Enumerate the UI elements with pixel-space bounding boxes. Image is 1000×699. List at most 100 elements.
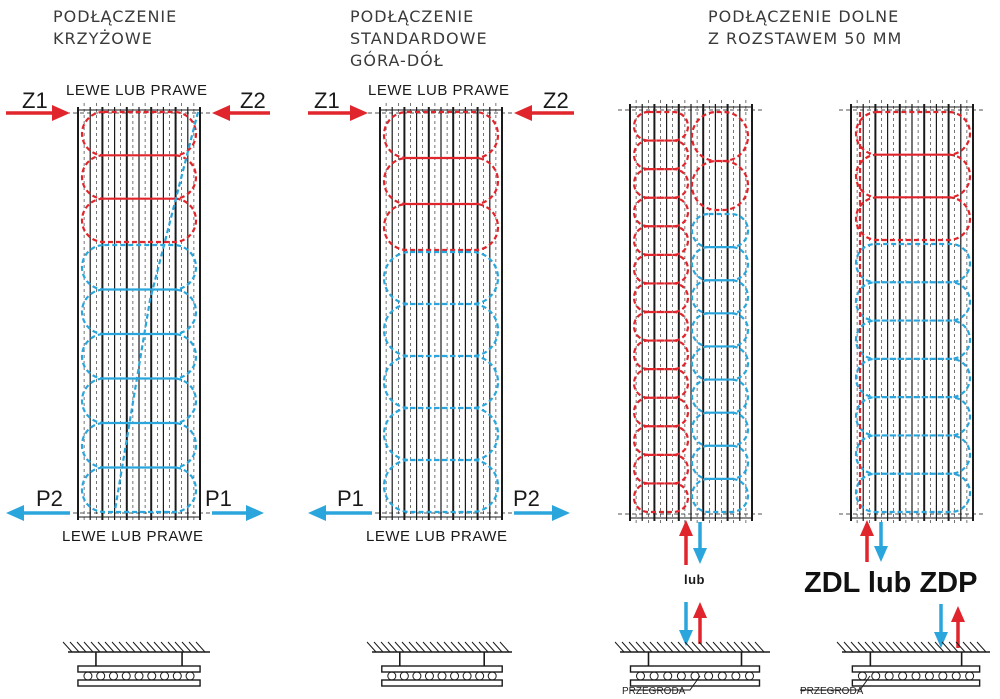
tube-section [96,671,106,681]
wall-hatch [740,641,751,653]
wall-section-1 [62,641,210,687]
wall-hatch [485,641,496,653]
wall-hatch [408,641,419,653]
panel3-return-flow [690,212,750,514]
tube-section [185,671,195,681]
wall-hatch [153,641,164,653]
radiator-4 [839,100,985,524]
wall-hatch [927,641,938,653]
tube-section [745,671,754,681]
panel1-z2-label: Z2 [240,88,266,113]
wall-hatch [857,641,868,653]
wall-section-4 [836,641,990,687]
tube-section [690,671,700,681]
radiator-1 [66,103,212,523]
panel1-bottom-label: LEWE LUB PRAWE [62,528,204,545]
panel2-supply-flow [382,110,500,252]
tube-section [938,671,948,681]
wall-hatch [76,641,87,653]
panel4-arrows [860,520,965,648]
panel3-supply-flow-left [632,110,690,514]
wall-hatch [976,641,987,653]
wall-hatch [104,641,115,653]
header-bar [77,665,201,673]
wall-hatch [934,641,945,653]
title-cross: PODŁĄCZENIE KRZYŻOWE [53,7,178,48]
radiator-3 [618,100,764,524]
wall-hatch [885,641,896,653]
wall-hatch [387,641,398,653]
panel3-or-label: lub [684,572,705,587]
wall-hatch [83,641,94,653]
header-bar [77,679,201,687]
panel4-zdl-zdp-label: ZDL lub ZDP [804,567,978,599]
wall-hatch [394,641,405,653]
tube-section [108,671,118,681]
wall-hatch [962,641,973,653]
tube-section [134,671,144,681]
wall-hatch [726,641,737,653]
tube-section [898,671,908,681]
wall-hatch [913,641,924,653]
wall-hatch [649,641,660,653]
tube-section [663,671,673,681]
tube-section [475,671,485,681]
tube-section [83,671,93,681]
panel2-z2-label: Z2 [543,88,569,113]
wall-hatch [380,641,391,653]
wall-section-3 [614,641,770,687]
header-bar [381,665,503,673]
wall-hatch [656,641,667,653]
tube-section [462,671,472,681]
panel2-top-label: LEWE LUB PRAWE [368,82,510,99]
wall-hatch [118,641,129,653]
tube-section [172,671,182,681]
tube-section [147,671,157,681]
wall-hatch [443,641,454,653]
wall-hatch [705,641,716,653]
flow-paths [80,110,972,514]
panel1-p2-label: P2 [36,486,63,511]
partition-pointer [630,675,701,691]
header-bar [851,679,981,687]
wall-hatch [146,641,157,653]
wall-hatch [478,641,489,653]
radiator-2 [368,103,514,523]
wall-hatch [754,641,765,653]
wall-hatch [450,641,461,653]
wall-hatch [464,641,475,653]
title-standard: PODŁĄCZENIE STANDARDOWE GÓRA-DÓŁ [350,7,488,70]
wall-hatch [621,641,632,653]
wall-hatch [663,641,674,653]
wall-hatch [373,641,384,653]
wall-hatch [90,641,101,653]
panel1-return-flow [80,243,198,514]
tube-section [487,671,497,681]
wall-hatch [747,641,758,653]
tube-section [121,671,131,681]
wall-hatch [920,641,931,653]
wall-hatch [677,641,688,653]
wall-hatch [850,641,861,653]
wall-hatch [415,641,426,653]
wall-hatch [132,641,143,653]
panel1-top-label: LEWE LUB PRAWE [66,82,208,99]
title-bottom: PODŁĄCZENIE DOLNE Z ROZSTAWEM 50 MM [708,7,903,48]
wall-hatch [492,641,503,653]
wall-hatch [125,641,136,653]
wall-hatch [684,641,695,653]
wall-hatch [471,641,482,653]
tube-section [884,671,894,681]
panel4-supply-flow [854,110,972,242]
panel2-p1-label: P1 [337,486,364,511]
wall-hatch [429,641,440,653]
wall-hatch [635,641,646,653]
wall-hatch [712,641,723,653]
wall-hatch [167,641,178,653]
wall-hatch [948,641,959,653]
wall-hatch [436,641,447,653]
wall-hatch [864,641,875,653]
tube-section [924,671,934,681]
wall-mount-sections [62,641,990,691]
